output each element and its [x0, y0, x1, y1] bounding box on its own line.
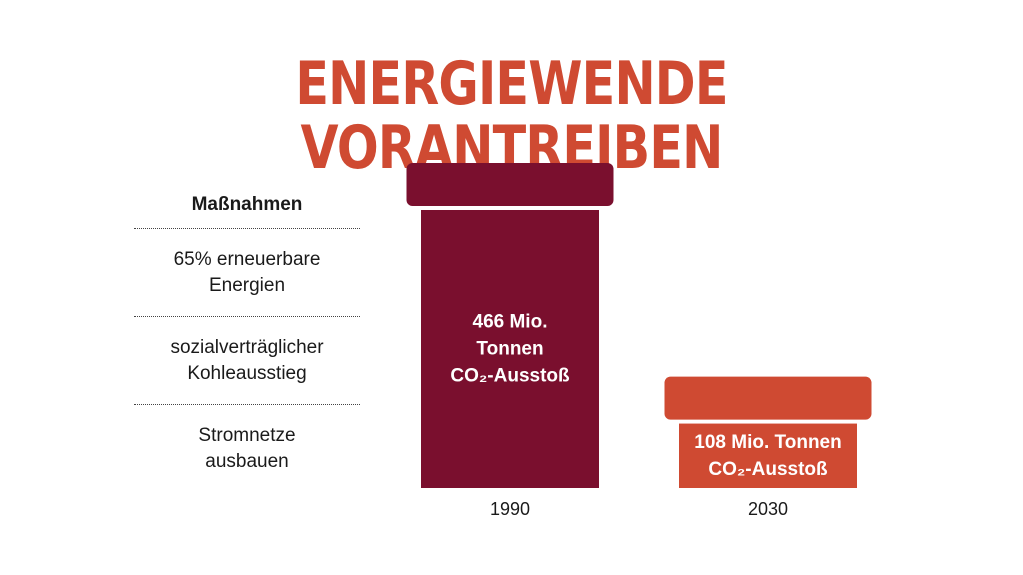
measure-line: sozialverträglicher	[170, 336, 324, 358]
measures-heading: Maßnahmen	[134, 186, 360, 229]
bar-cap	[664, 376, 872, 420]
measure-line: 65% erneuerbare	[173, 248, 321, 270]
measure-line: Kohleausstieg	[187, 362, 307, 384]
measure-item: Stromnetze ausbauen	[134, 405, 360, 493]
bar-data-label: 108 Mio. Tonnen	[694, 432, 841, 453]
bar-cap	[406, 163, 614, 206]
measure-line: ausbauen	[205, 451, 289, 472]
bar	[679, 423, 857, 488]
category-label: 2030	[748, 499, 788, 519]
measure-line: Stromnetze	[198, 425, 296, 446]
bar	[421, 210, 599, 488]
bar-data-label: CO₂-Ausstoß	[708, 459, 828, 480]
measure-item: sozialverträglicher Kohleausstieg	[134, 317, 360, 405]
bar-data-label: 466 Mio.	[473, 312, 548, 333]
category-label: 1990	[490, 499, 530, 519]
measure-item: 65% erneuerbare Energien	[134, 229, 360, 317]
chart-title: ENERGIEWENDE VORANTREIBEN	[295, 49, 728, 183]
measure-line: Energien	[208, 274, 286, 296]
bar-data-label: CO₂-Ausstoß	[450, 366, 570, 387]
bar-data-label: Tonnen	[476, 339, 543, 360]
measures-list: Maßnahmen 65% erneuerbare Energien sozia…	[134, 186, 360, 493]
